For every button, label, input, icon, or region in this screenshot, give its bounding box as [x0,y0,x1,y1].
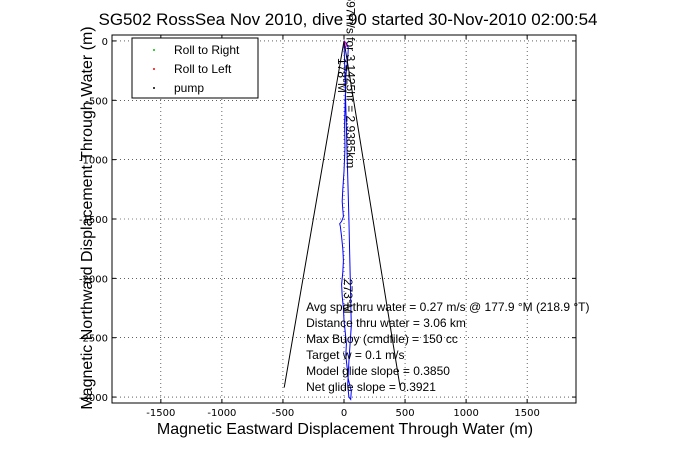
annotation-text: Max Buoy (cmdfile) = 150 cc [306,332,458,346]
y-tick-label: 0 [102,37,108,48]
x-tick-label: 500 [396,408,415,419]
y-axis-label: Magnetic Northward Displacement Through … [79,26,96,409]
chart-title: SG502 RossSea Nov 2010, dive 90 started … [99,10,598,29]
x-tick-label: 0 [341,408,347,419]
track-annotation: 178°M [335,58,349,93]
track-annotation: 0.2597m/s for 3.1425hr = 2.9385km [343,0,357,168]
y-tick-label: -2000 [79,274,108,285]
x-tick-label: 1500 [514,408,539,419]
annotation-text: Model glide slope = 0.3850 [306,364,450,378]
y-tick-label: -1500 [79,215,108,226]
y-tick-label: -3000 [79,393,108,404]
series-line-0 [339,40,352,401]
track-annotation: 273°M [341,279,355,314]
x-axis-label: Magnetic Eastward Displacement Through W… [157,421,533,438]
legend-label: Roll to Left [174,62,232,76]
annotation-text: Avg spd thru water = 0.27 m/s @ 177.9 °M… [306,300,589,314]
y-tick-label: -500 [85,96,108,107]
x-tick-label: -500 [272,408,295,419]
y-tick-label: -2500 [79,334,108,345]
legend-marker [153,49,155,51]
annotation-text: Net glide slope = 0.3921 [306,380,436,394]
x-tick-label: -1000 [207,408,236,419]
x-tick-label: -1500 [146,408,175,419]
x-tick-label: 1000 [453,408,478,419]
annotation-text: Distance thru water = 3.06 km [306,316,466,330]
series-line-2 [283,40,401,388]
legend-label: pump [174,81,204,95]
annotations: Avg spd thru water = 0.27 m/s @ 177.9 °M… [306,0,589,394]
series-layer [283,40,401,401]
legend-label: Roll to Right [174,43,240,57]
legend: Roll to Right Roll to Left pump [131,37,259,99]
legend-marker [153,87,155,89]
annotation-text: Target w = 0.1 m/s [306,348,404,362]
legend-marker [153,68,155,70]
y-tick-label: -1000 [79,156,108,167]
